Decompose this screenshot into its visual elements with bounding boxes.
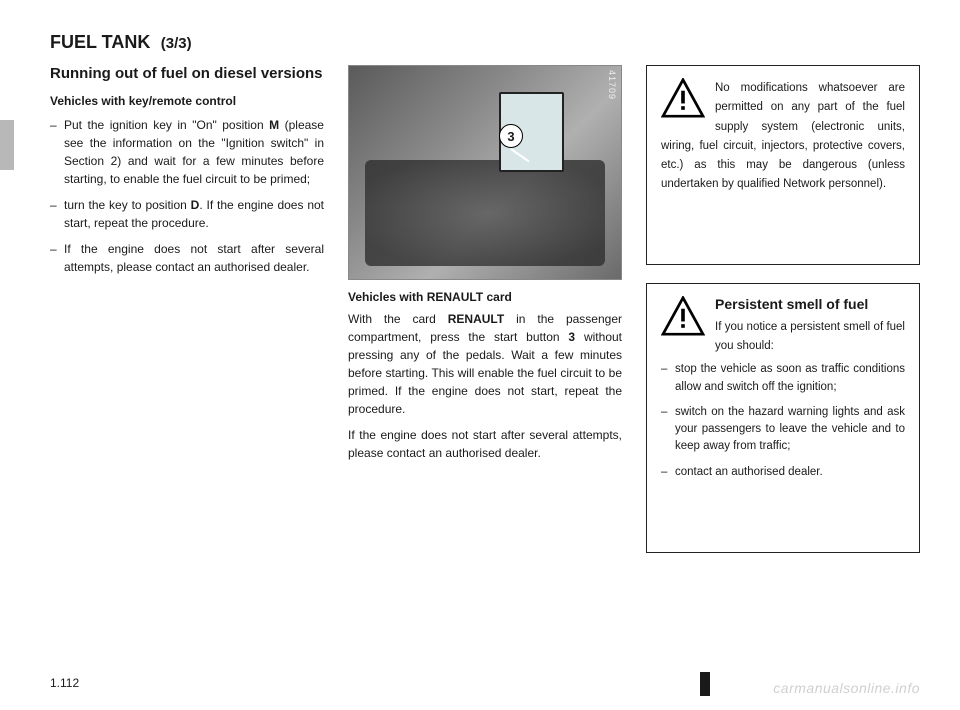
callout-3: 3	[499, 124, 523, 148]
dashboard-panel	[365, 160, 604, 267]
center-para-2: If the engine does not start after sever…	[348, 426, 622, 462]
column-left: Running out of fuel on diesel versions V…	[50, 65, 324, 690]
list-item: stop the vehicle as soon as traffic cond…	[661, 361, 905, 396]
list-item: switch on the hazard warning lights and …	[661, 404, 905, 456]
center-para-1: With the card RENAULT in the passenger c…	[348, 310, 622, 418]
figure-id: 41709	[607, 70, 617, 100]
manual-page: FUEL TANK (3/3) Running out of fuel on d…	[0, 0, 960, 710]
page-title-row: FUEL TANK (3/3)	[50, 32, 920, 53]
watermark-marker	[700, 672, 710, 696]
dashboard-photo: 41709 3	[348, 65, 622, 280]
warning-bullet-list: stop the vehicle as soon as traffic cond…	[661, 361, 905, 481]
page-number: 1.112	[50, 676, 79, 690]
list-item: If the engine does not start after sever…	[50, 240, 324, 276]
page-title-index: (3/3)	[161, 35, 192, 52]
left-heading: Running out of fuel on diesel versions	[50, 65, 324, 84]
warning-intro: If you notice a persistent smell of fuel…	[715, 321, 905, 352]
warning-box-modifications: No modifications whatsoever are permitte…	[646, 65, 920, 265]
column-right: No modifications whatsoever are permitte…	[646, 65, 920, 690]
watermark: carmanualsonline.info	[773, 680, 920, 696]
list-item: Put the ignition key in "On" position M …	[50, 116, 324, 188]
left-subhead: Vehicles with key/remote control	[50, 94, 324, 108]
page-title: FUEL TANK	[50, 32, 150, 52]
column-center: 41709 3 Vehicles with RENAULT card With …	[348, 65, 622, 690]
section-tab	[0, 120, 14, 170]
left-bullet-list: Put the ignition key in "On" position M …	[50, 116, 324, 276]
warning-icon	[661, 78, 705, 118]
content-columns: Running out of fuel on diesel versions V…	[50, 65, 920, 690]
warning-box-fuel-smell: Persistent smell of fuel If you notice a…	[646, 283, 920, 553]
list-item: contact an authorised dealer.	[661, 464, 905, 481]
warning-icon	[661, 296, 705, 336]
center-caption: Vehicles with RENAULT card	[348, 290, 622, 304]
list-item: turn the key to position D. If the engin…	[50, 196, 324, 232]
